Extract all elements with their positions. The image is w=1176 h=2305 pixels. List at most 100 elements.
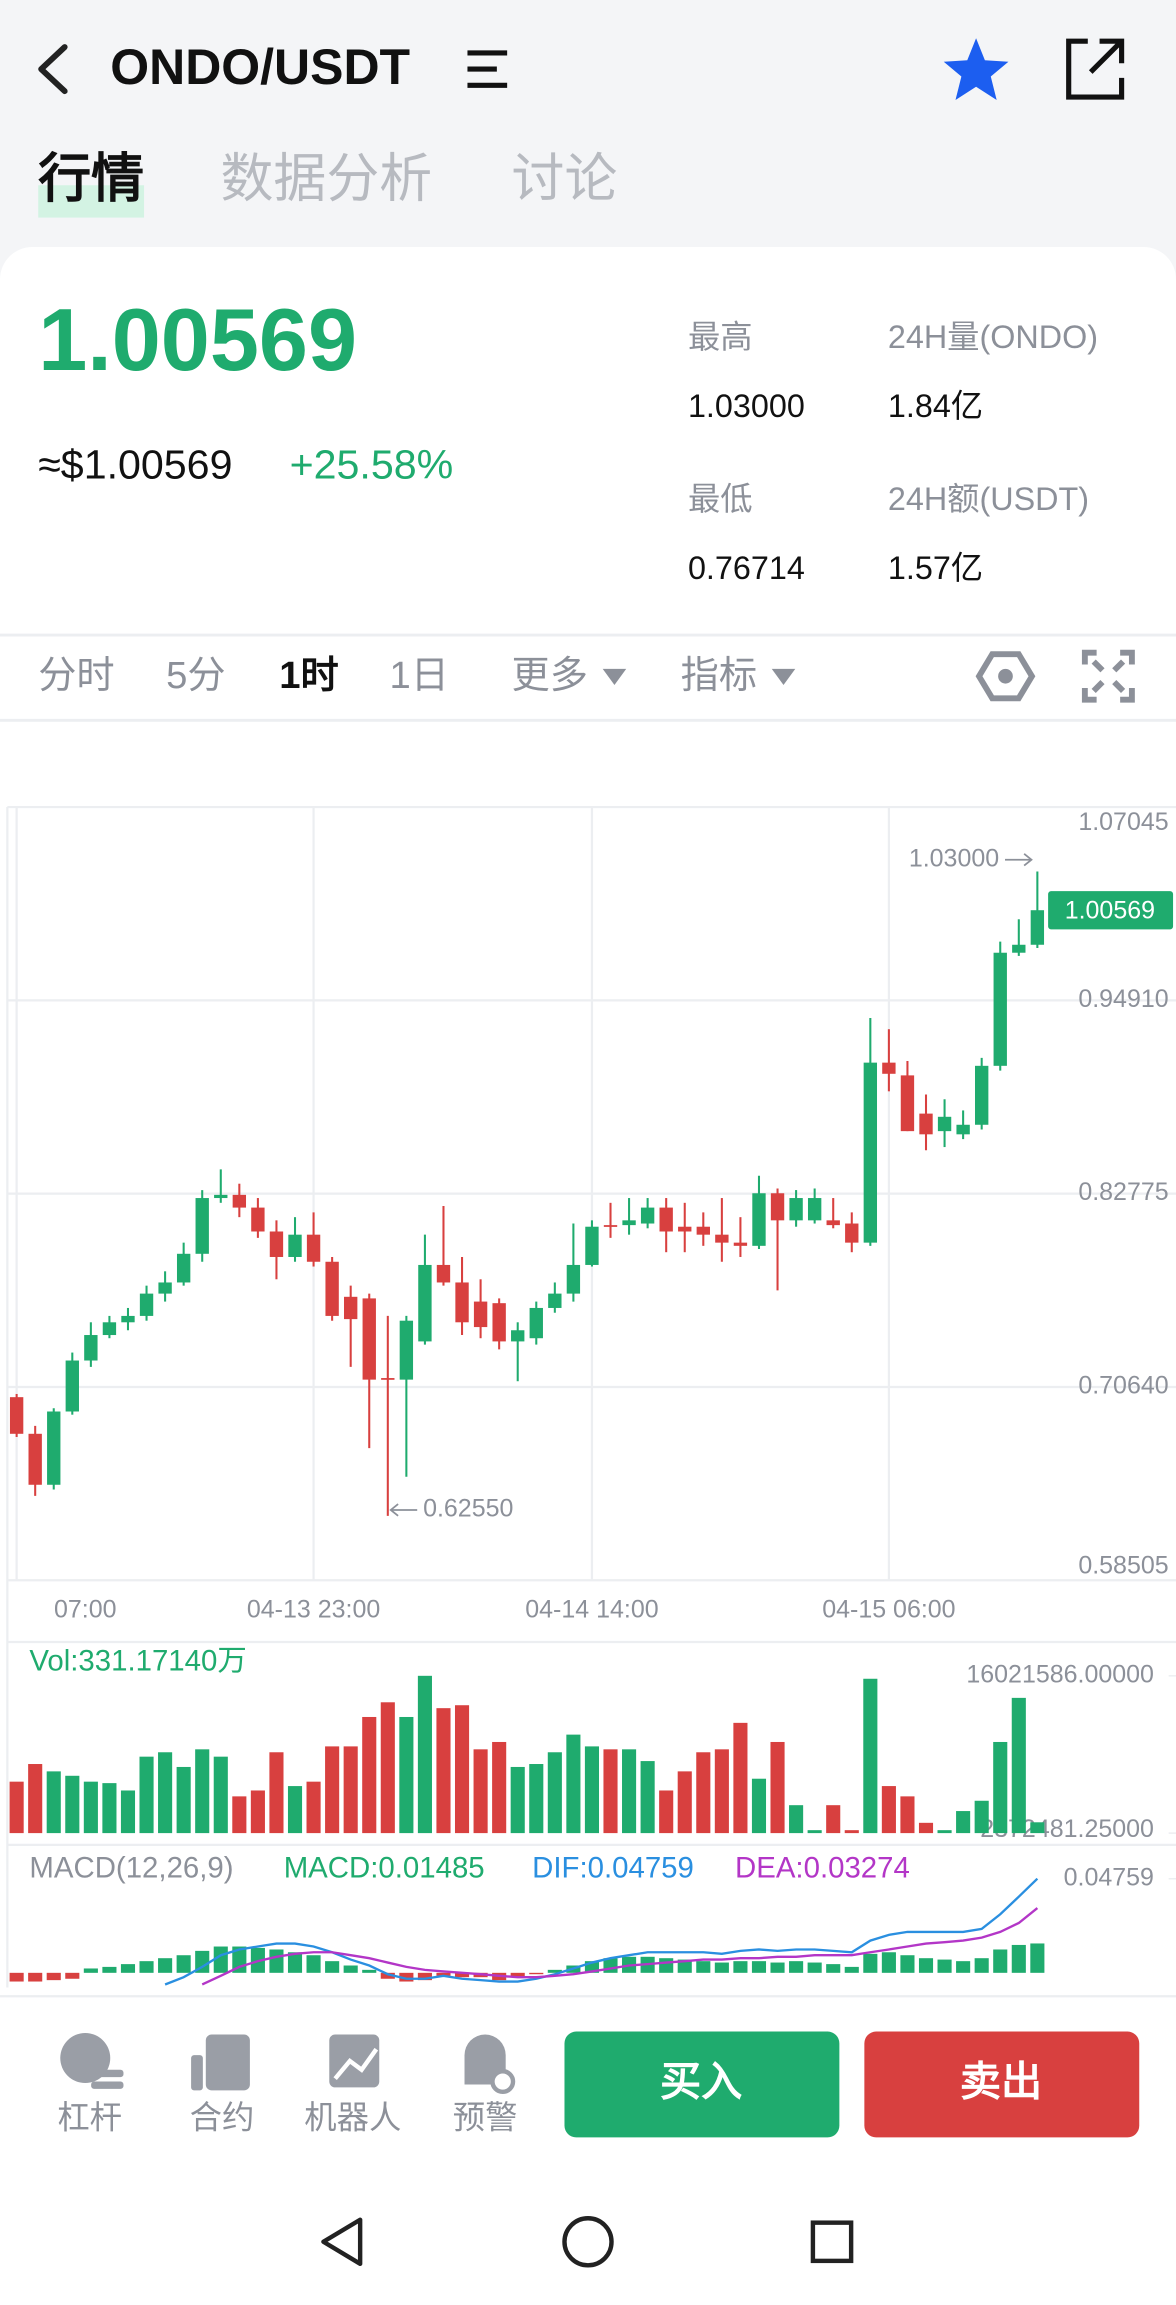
dif-value: DIF:0.04759: [532, 1852, 694, 1885]
back-button[interactable]: [38, 44, 68, 95]
interval-active[interactable]: 1时: [279, 654, 338, 697]
macd-bar: [918, 1958, 934, 1973]
volume-bar: [547, 1752, 562, 1834]
macd-bar: [102, 1966, 117, 1973]
volume-title: Vol:331.17140万: [29, 1644, 246, 1677]
price-change: +25.58%: [290, 441, 454, 487]
volume-bar: [622, 1749, 637, 1834]
settings-icon[interactable]: [975, 651, 1036, 702]
tool-label[interactable]: 机器人: [304, 2099, 401, 2135]
sell-button[interactable]: [864, 2031, 1140, 2138]
volume-bar: [492, 1741, 507, 1834]
candle-body: [696, 1226, 710, 1235]
candle-body: [362, 1298, 376, 1380]
last-price-label: 1.00569: [1065, 896, 1155, 924]
pair-menu-icon[interactable]: [467, 50, 508, 88]
candle-body: [622, 1220, 636, 1226]
stat-value: 1.57亿: [888, 550, 983, 586]
candle-body: [9, 1397, 24, 1434]
volume-bar: [287, 1786, 303, 1834]
tab[interactable]: 数据分析: [221, 149, 433, 208]
tool-label[interactable]: 合约: [190, 2099, 255, 2135]
macd-bar: [770, 1962, 785, 1973]
bot-icon[interactable]: [329, 2034, 380, 2088]
buy-button[interactable]: [564, 2031, 840, 2138]
volume-bar: [789, 1805, 804, 1834]
fullscreen-icon[interactable]: [1081, 649, 1135, 703]
stat-value: 0.76714: [688, 550, 805, 586]
stat-label: 最高: [688, 319, 753, 355]
volume-bar: [863, 1678, 878, 1834]
sell-label[interactable]: 卖出: [960, 2058, 1042, 2104]
macd-bar: [974, 1958, 989, 1973]
candle-body: [47, 1411, 61, 1485]
interval[interactable]: 分时: [38, 654, 114, 697]
macd-bar: [547, 1969, 562, 1973]
volume-bar: [380, 1702, 395, 1834]
macd-bar: [751, 1961, 767, 1973]
volume-bar: [473, 1749, 488, 1834]
macd-bar: [9, 1972, 24, 1982]
macd-bar: [510, 1972, 525, 1978]
volume-bar: [881, 1786, 896, 1834]
more-menu[interactable]: 更多: [512, 654, 588, 697]
macd-bar: [176, 1955, 191, 1973]
tab[interactable]: 讨论: [512, 149, 618, 208]
leverage-icon[interactable]: [60, 2033, 124, 2089]
alert-icon[interactable]: [464, 2034, 516, 2095]
volume-bar: [46, 1771, 61, 1834]
volume-bar: [510, 1766, 525, 1834]
volume-bar: [770, 1741, 785, 1834]
nav-recent[interactable]: [810, 2220, 854, 2264]
volume-bar: [974, 1800, 989, 1834]
favorite-star[interactable]: [943, 38, 1009, 100]
macd-bar: [306, 1955, 321, 1973]
dea-value: DEA:0.03274: [735, 1852, 910, 1885]
volume-bar: [900, 1796, 915, 1834]
volume-bar: [993, 1741, 1008, 1834]
candle-body: [956, 1124, 970, 1135]
y-tick-label: 0.04759: [1064, 1863, 1154, 1891]
stat-value: 1.03000: [688, 388, 805, 424]
tab-active[interactable]: 行情: [38, 149, 144, 208]
indicator-menu[interactable]: 指标: [681, 654, 757, 697]
candle-body: [84, 1335, 98, 1361]
macd-bar: [195, 1950, 210, 1973]
candle-body: [28, 1433, 42, 1485]
y-tick-label: 0.58505: [1078, 1552, 1168, 1580]
macd-bar: [789, 1961, 804, 1973]
y-tick-label: 0.82775: [1078, 1178, 1168, 1206]
macd-bar: [844, 1966, 859, 1973]
volume-bar: [529, 1764, 544, 1834]
buy-label[interactable]: 买入: [660, 2058, 742, 2104]
share-button[interactable]: [1066, 38, 1125, 100]
volume-bar: [232, 1796, 247, 1834]
volume-bar: [584, 1746, 600, 1834]
macd-bar: [83, 1968, 98, 1973]
volume-bar: [65, 1775, 80, 1834]
nav-back[interactable]: [321, 2217, 363, 2267]
volume-bar: [677, 1771, 692, 1834]
macd-bar: [863, 1953, 878, 1973]
volume-bar: [250, 1790, 265, 1834]
tool-label[interactable]: 杠杆: [57, 2099, 122, 2135]
macd-bar: [417, 1972, 432, 1981]
candle-body: [900, 1075, 915, 1132]
contract-icon[interactable]: [191, 2034, 250, 2091]
nav-home[interactable]: [562, 2216, 614, 2268]
candle-body: [269, 1231, 284, 1257]
volume-bar: [696, 1752, 711, 1834]
candle-body: [678, 1226, 692, 1232]
macd-bar: [881, 1952, 896, 1973]
interval[interactable]: 5分: [166, 654, 225, 697]
macd-bar: [659, 1958, 674, 1973]
volume-bar: [937, 1830, 952, 1834]
interval[interactable]: 1日: [390, 654, 449, 697]
candle-body: [65, 1360, 79, 1412]
tool-label[interactable]: 预警: [453, 2099, 518, 2135]
macd-bar: [826, 1964, 841, 1973]
x-tick-label: 04-14 14:00: [525, 1596, 658, 1624]
volume-bar: [343, 1746, 358, 1834]
